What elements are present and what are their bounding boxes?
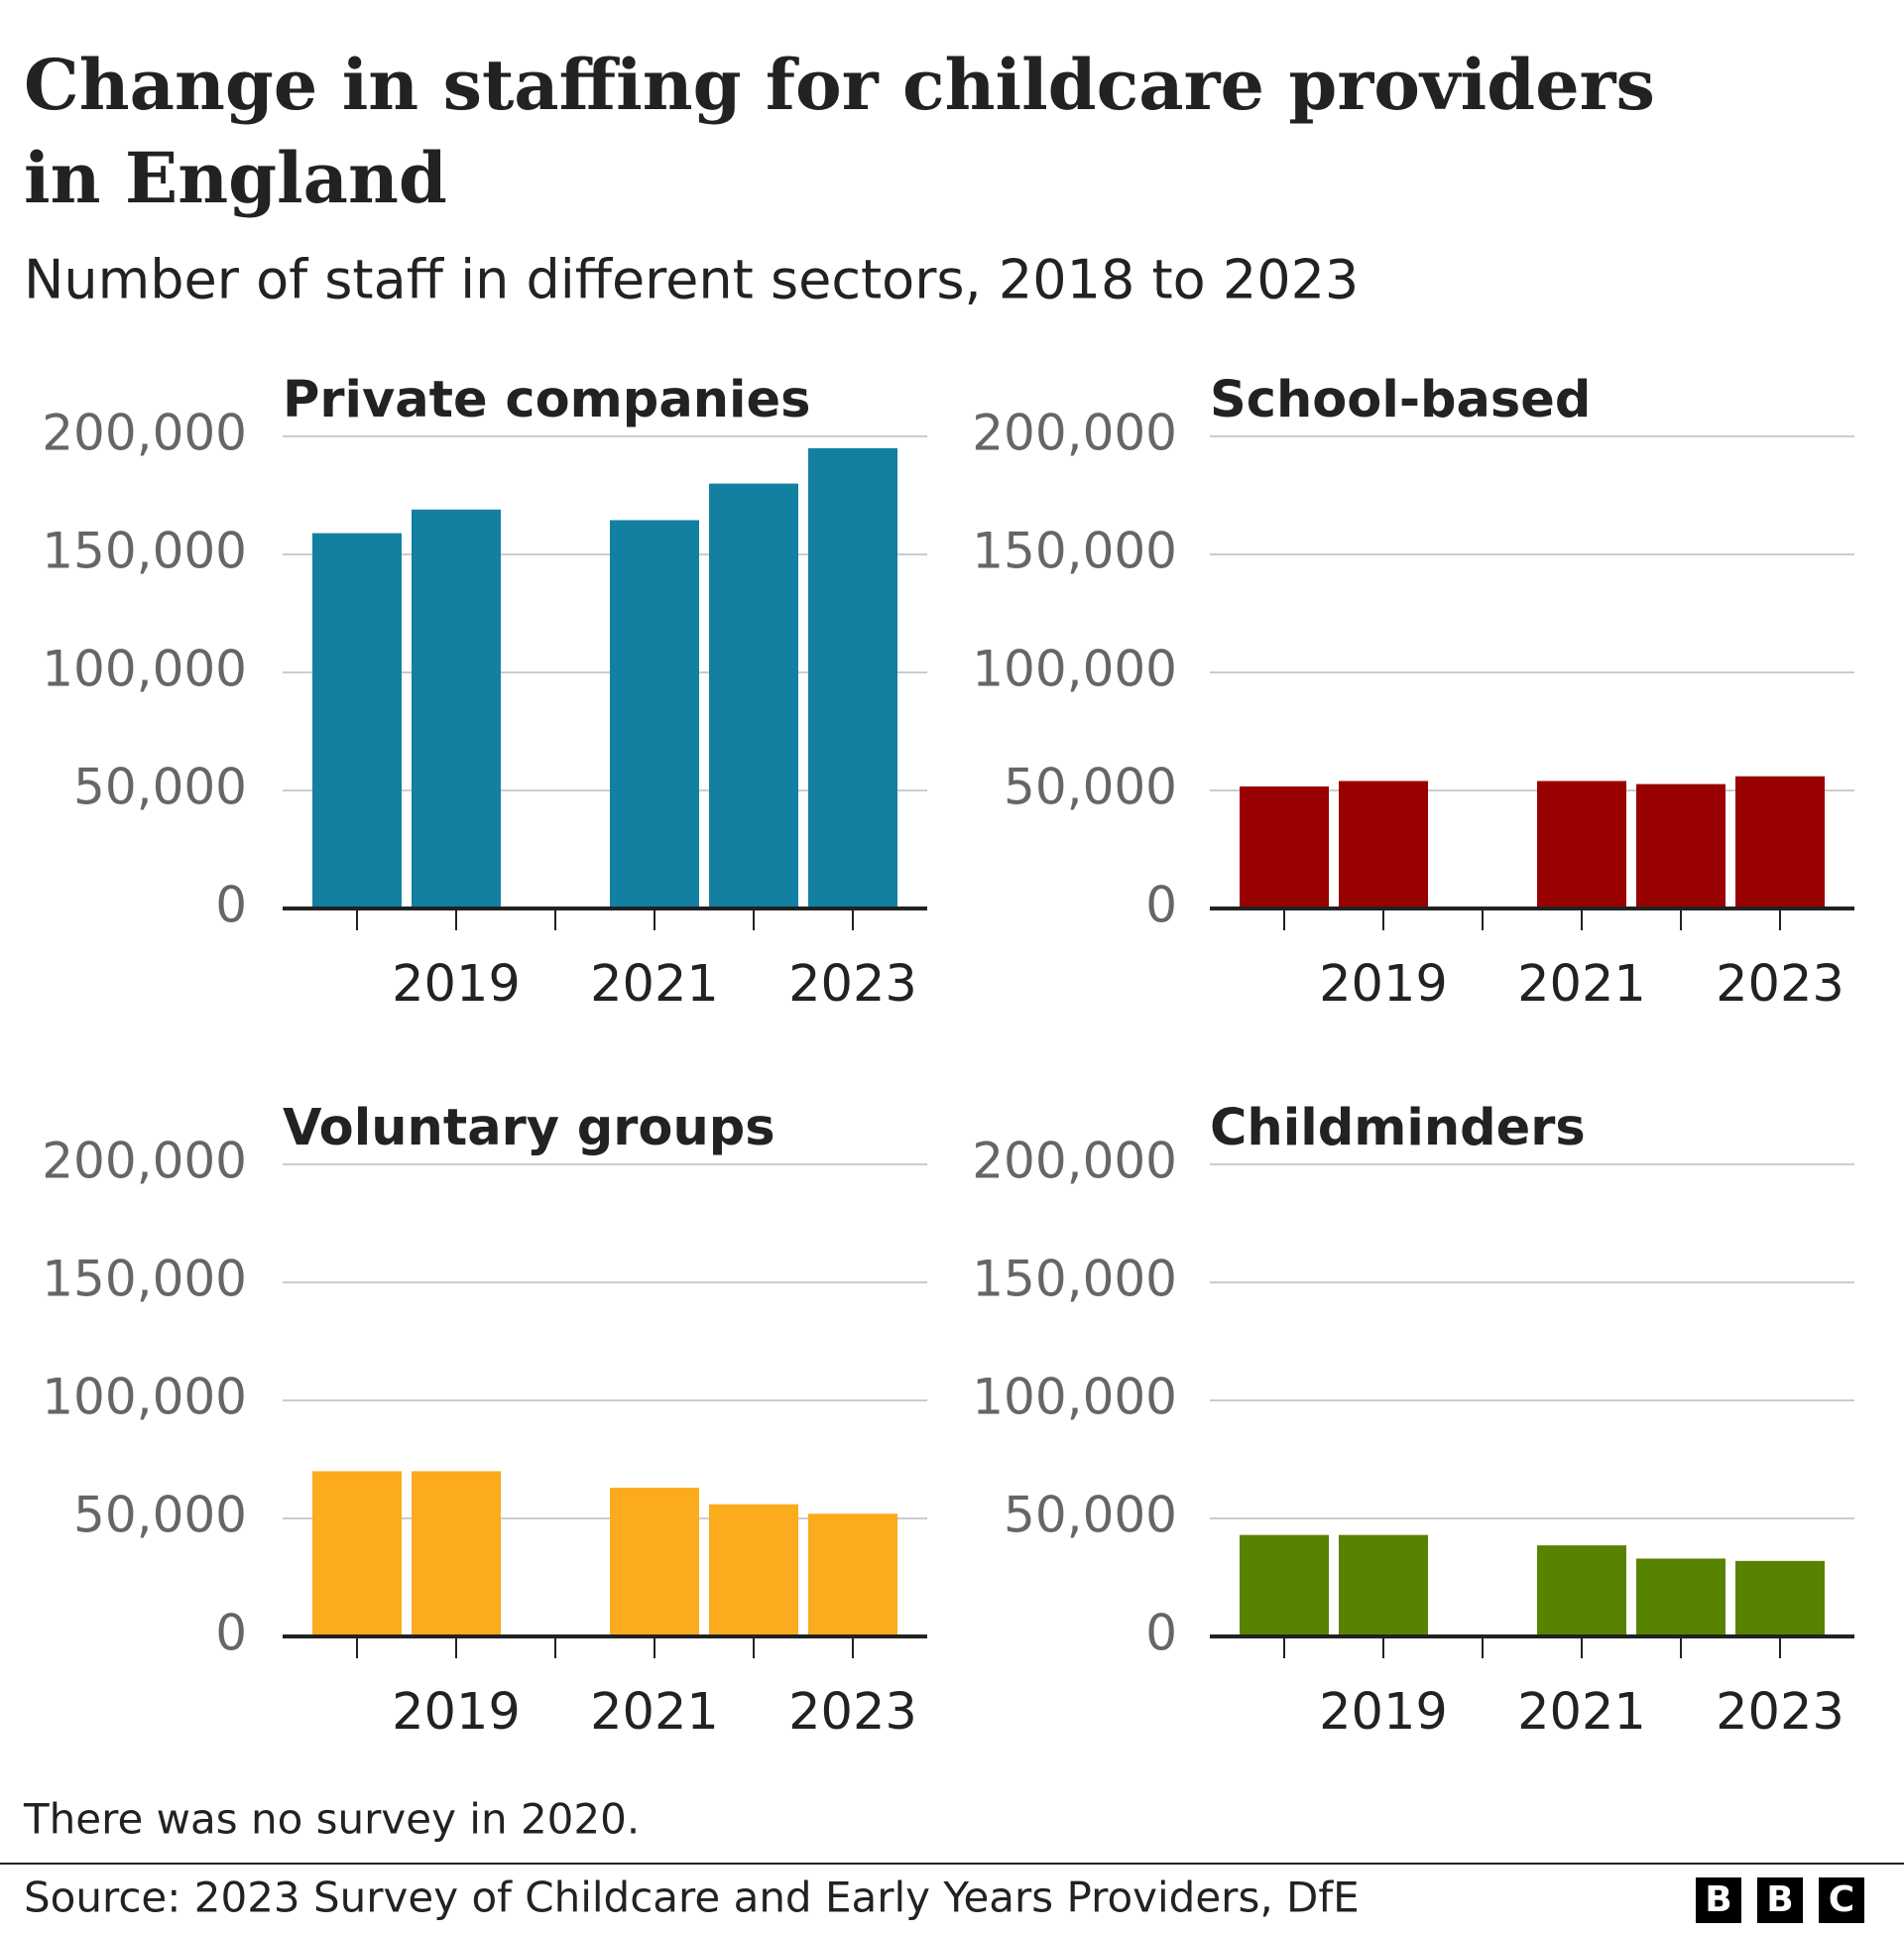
y-tick-label: 0 (1145, 1605, 1177, 1662)
bar (1735, 1560, 1825, 1636)
panel-title: Childminders (1210, 1099, 1586, 1157)
chart-title: Change in staffing for childcare provide… (24, 44, 1655, 126)
logo-box (1757, 1877, 1803, 1923)
y-tick-label: 50,000 (1004, 759, 1177, 816)
source: Source: 2023 Survey of Childcare and Ear… (24, 1874, 1360, 1922)
x-tick-label: 2021 (1517, 955, 1646, 1014)
x-tick-label: 2021 (590, 1683, 719, 1742)
bar (709, 1504, 798, 1636)
y-tick-label: 150,000 (972, 1251, 1177, 1308)
chart-title: in England (24, 137, 447, 219)
bar (312, 1471, 402, 1636)
bar (312, 533, 402, 908)
bar (1240, 786, 1329, 908)
bar (1537, 781, 1626, 908)
y-tick-label: 200,000 (972, 405, 1177, 462)
bar (1636, 784, 1726, 908)
y-tick-label: 50,000 (73, 759, 247, 816)
x-tick-label: 2019 (392, 955, 521, 1014)
bar (412, 1471, 501, 1636)
logo-letter: C (1829, 1879, 1854, 1920)
x-tick-label: 2021 (590, 955, 719, 1014)
y-tick-label: 150,000 (42, 523, 247, 580)
bar (412, 509, 501, 908)
chart-subtitle: Number of staff in different sectors, 20… (24, 249, 1359, 311)
y-tick-label: 0 (1145, 877, 1177, 934)
logo-box (1696, 1877, 1741, 1923)
x-tick-label: 2019 (1319, 955, 1448, 1014)
y-tick-label: 0 (215, 877, 247, 934)
y-tick-label: 50,000 (73, 1487, 247, 1544)
y-tick-label: 150,000 (972, 523, 1177, 580)
y-tick-label: 0 (215, 1605, 247, 1662)
bar (610, 1488, 699, 1636)
x-tick-label: 2019 (1319, 1683, 1448, 1742)
bar (1636, 1558, 1726, 1636)
note: There was no survey in 2020. (23, 1795, 640, 1844)
bar (709, 483, 798, 908)
logo-letter: B (1705, 1879, 1731, 1920)
bar (610, 520, 699, 908)
panel-title: School-based (1210, 371, 1591, 429)
x-tick-label: 2023 (788, 1683, 917, 1742)
bar (1339, 1534, 1428, 1636)
bar (1240, 1534, 1329, 1636)
x-tick-label: 2021 (1517, 1683, 1646, 1742)
y-tick-label: 100,000 (972, 1369, 1177, 1426)
bar (1339, 781, 1428, 908)
x-tick-label: 2019 (392, 1683, 521, 1742)
x-tick-label: 2023 (1716, 1683, 1844, 1742)
y-tick-label: 200,000 (42, 1133, 247, 1190)
y-tick-label: 200,000 (972, 1133, 1177, 1190)
bar (1735, 776, 1825, 908)
y-tick-label: 200,000 (42, 405, 247, 462)
logo-box (1819, 1877, 1864, 1923)
x-tick-label: 2023 (1716, 955, 1844, 1014)
logo-letter: B (1766, 1879, 1793, 1920)
bar (1537, 1545, 1626, 1636)
x-tick-label: 2023 (788, 955, 917, 1014)
y-tick-label: 150,000 (42, 1251, 247, 1308)
y-tick-label: 100,000 (42, 641, 247, 698)
y-tick-label: 100,000 (42, 1369, 247, 1426)
bar (808, 1513, 897, 1636)
bar (808, 447, 897, 908)
y-tick-label: 100,000 (972, 641, 1177, 698)
panel-title: Voluntary groups (283, 1099, 775, 1157)
y-tick-label: 50,000 (1004, 1487, 1177, 1544)
logo: B B C (1696, 1877, 1864, 1923)
panel-title: Private companies (283, 371, 810, 429)
